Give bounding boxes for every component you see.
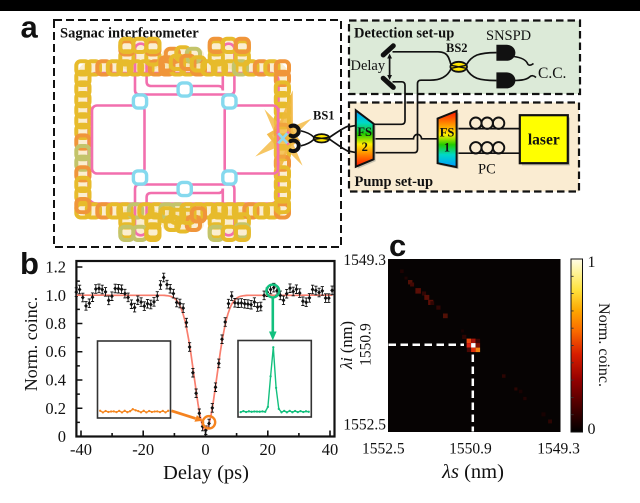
svg-text:Pump set-up: Pump set-up	[355, 174, 434, 190]
svg-text:0.4: 0.4	[45, 371, 66, 390]
svg-text:1549.3: 1549.3	[537, 441, 580, 458]
svg-text:1: 1	[588, 254, 596, 271]
svg-text:0.6: 0.6	[45, 342, 66, 361]
svg-text:λi (nm): λi (nm)	[337, 321, 356, 370]
svg-text:1550.9: 1550.9	[449, 441, 492, 458]
svg-text:20: 20	[260, 440, 277, 459]
svg-text:2: 2	[362, 140, 368, 154]
svg-text:PC: PC	[478, 162, 496, 178]
svg-text:BS2: BS2	[446, 41, 468, 55]
svg-text:0.8: 0.8	[45, 314, 66, 333]
svg-text:1.0: 1.0	[45, 286, 66, 305]
svg-text:1550.9: 1550.9	[358, 323, 375, 366]
svg-text:1.2: 1.2	[45, 258, 66, 277]
svg-text:1552.5: 1552.5	[362, 441, 405, 458]
svg-text:0: 0	[58, 427, 66, 446]
svg-text:Norm. coinc.: Norm. coinc.	[595, 303, 612, 387]
svg-text:BS1: BS1	[313, 109, 335, 123]
svg-text:FS: FS	[357, 125, 372, 139]
svg-text:40: 40	[322, 440, 339, 459]
svg-text:Norm. coinc.: Norm. coinc.	[21, 297, 41, 391]
svg-text:c: c	[389, 228, 406, 263]
svg-text:1: 1	[444, 141, 450, 155]
svg-text:0: 0	[588, 421, 596, 438]
svg-text:Delay (ps): Delay (ps)	[163, 462, 249, 484]
svg-text:-20: -20	[132, 440, 154, 459]
svg-text:0.2: 0.2	[45, 399, 66, 418]
svg-text:-40: -40	[70, 440, 92, 459]
svg-text:1549.3: 1549.3	[343, 252, 386, 269]
svg-text:b: b	[20, 246, 39, 281]
svg-text:a: a	[21, 10, 39, 45]
svg-text:SNSPD: SNSPD	[486, 28, 531, 44]
svg-text:1552.5: 1552.5	[343, 417, 386, 434]
svg-text:FS: FS	[440, 126, 455, 140]
svg-text:λs (nm): λs (nm)	[441, 461, 504, 483]
svg-text:laser: laser	[528, 132, 560, 149]
svg-text:Delay: Delay	[351, 58, 386, 74]
svg-text:0: 0	[201, 440, 209, 459]
svg-text:C.C.: C.C.	[538, 65, 566, 82]
svg-text:Detection set-up: Detection set-up	[354, 26, 454, 42]
svg-text:Sagnac interferometer: Sagnac interferometer	[60, 26, 199, 42]
